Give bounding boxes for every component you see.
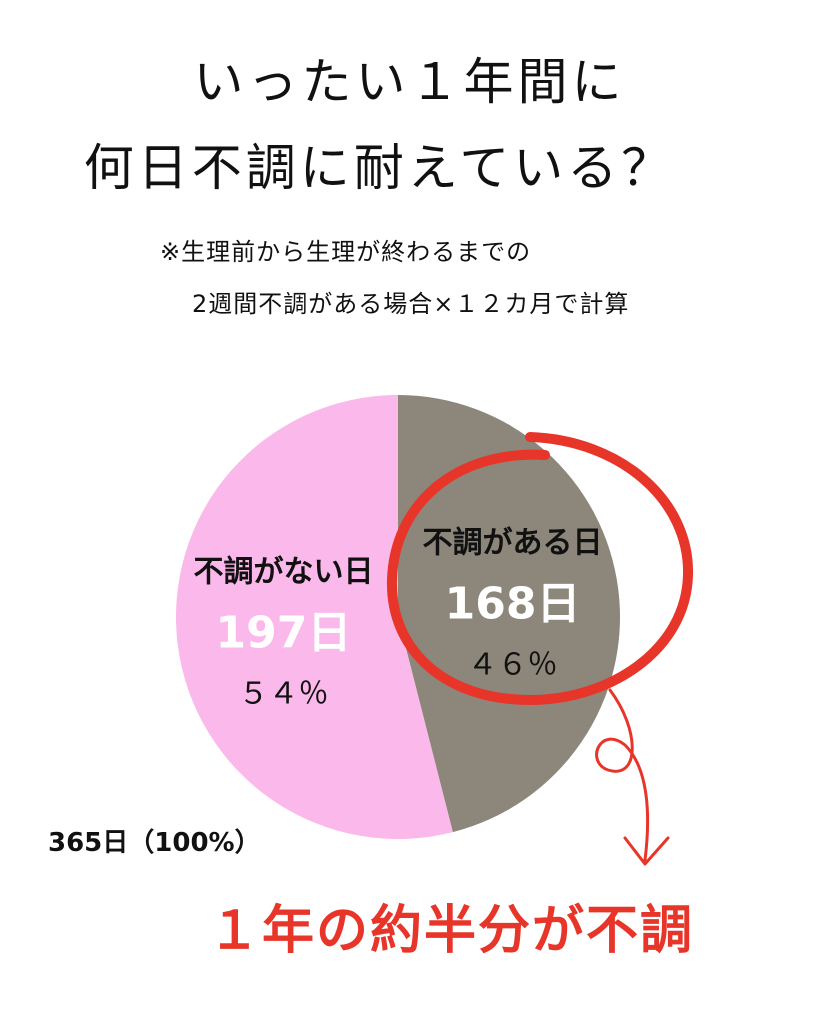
total-label: 365日（100%） xyxy=(48,828,261,858)
slice-value-label-no-symptom: 197日 xyxy=(216,607,352,658)
title-line-1: いったい１年間に xyxy=(193,53,626,111)
arrow-head-icon xyxy=(623,836,670,866)
slice-category-label-symptom: 不調がある日 xyxy=(423,526,603,561)
note-line-1: ※生理前から生理が終わるまでの xyxy=(160,238,532,266)
note-line-2: 2週間不調がある場合×１２カ月で計算 xyxy=(192,290,630,318)
conclusion-text: １年の約半分が不調 xyxy=(208,901,695,961)
pie-slice-no-symptom xyxy=(175,395,453,840)
slice-percent-label-symptom: ４６％ xyxy=(468,648,558,683)
pie-slice-symptom xyxy=(398,395,620,833)
slice-percent-label-no-symptom: ５４％ xyxy=(238,676,328,711)
highlight-circle xyxy=(386,432,694,706)
slice-category-label-no-symptom: 不調がない日 xyxy=(193,554,373,589)
slice-value-label-symptom: 168日 xyxy=(445,579,581,630)
curly-arrow xyxy=(595,688,650,862)
title-line-2: 何日不調に耐えている？ xyxy=(83,139,676,197)
